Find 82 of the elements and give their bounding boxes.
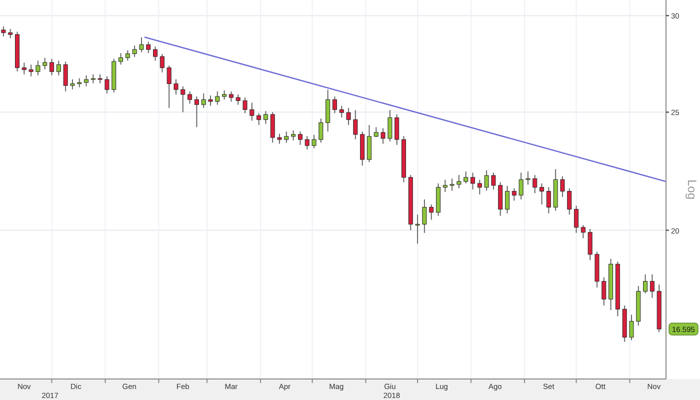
candlestick [56, 60, 61, 76]
candlestick [50, 58, 54, 76]
candlestick [215, 90, 220, 106]
candlestick [22, 62, 26, 75]
candlestick [353, 110, 358, 140]
candlestick [532, 174, 538, 194]
candlestick [180, 86, 186, 113]
candlestick [284, 131, 289, 144]
candlestick [228, 90, 234, 102]
candlestick [464, 170, 468, 184]
candlestick [153, 46, 158, 62]
candlestick [8, 28, 13, 39]
candlestick [104, 76, 110, 94]
candlestick [560, 176, 565, 198]
candlestick [125, 50, 130, 62]
candlestick [236, 94, 240, 106]
y-axis-title: Log [685, 179, 699, 200]
candlestick [256, 112, 262, 126]
candlestick [512, 188, 516, 202]
candlestick [270, 112, 275, 144]
candlestick [650, 274, 654, 298]
candlestick [422, 198, 427, 234]
candlestick [498, 182, 503, 216]
candlestick [518, 172, 524, 200]
candlestick [629, 314, 634, 341]
candlestick [242, 97, 248, 114]
candlestick [250, 102, 254, 122]
candlestick [312, 134, 316, 149]
candlestick [263, 110, 268, 124]
candlestick [415, 214, 420, 244]
candlestick [222, 90, 227, 100]
candlestick [118, 52, 124, 66]
candlestick [188, 90, 192, 104]
candlestick [388, 110, 392, 142]
candlestick [580, 224, 586, 239]
candlestick [491, 172, 496, 190]
candlestick [139, 36, 144, 53]
candlestick [567, 188, 572, 216]
candlestick [132, 45, 137, 58]
candlestick [166, 65, 172, 108]
candlestick [643, 274, 648, 294]
candlestick [339, 105, 344, 118]
candlestick [70, 78, 75, 90]
candlestick [394, 114, 400, 146]
candlestick [194, 96, 199, 128]
candlestick [526, 170, 530, 186]
candlestick [201, 92, 206, 108]
candlestick [429, 204, 434, 220]
candlestick [546, 186, 551, 214]
candlestick [174, 78, 178, 95]
candlestick [588, 228, 592, 261]
candlestick [208, 94, 213, 106]
candlestick [602, 276, 606, 306]
candlestick [346, 107, 351, 126]
candlestick [484, 170, 489, 192]
candlestick [456, 174, 462, 189]
candlestick [374, 126, 378, 138]
candlestick [42, 57, 48, 70]
candlestick [540, 182, 544, 205]
candlestick [477, 179, 482, 195]
candlestick [84, 74, 89, 87]
candlestick [332, 96, 337, 114]
candlestick [28, 64, 34, 77]
candlestick [366, 124, 372, 163]
candlestick [470, 172, 476, 190]
candlestick [1, 26, 6, 37]
candlestick [505, 185, 510, 214]
candlestick [277, 133, 282, 144]
candlestick [36, 60, 40, 76]
candlestick [146, 41, 151, 54]
candlestick [318, 118, 324, 144]
candlestick [450, 178, 454, 192]
candlestick [574, 205, 579, 234]
candlestick [291, 130, 296, 141]
candlestick [298, 131, 302, 146]
candlestick [326, 89, 330, 132]
candlestick [63, 61, 68, 92]
candlestick [442, 179, 448, 192]
candlestick [160, 54, 164, 73]
candlestick [77, 78, 82, 88]
candlestick [380, 128, 386, 144]
candlestick [304, 135, 310, 150]
